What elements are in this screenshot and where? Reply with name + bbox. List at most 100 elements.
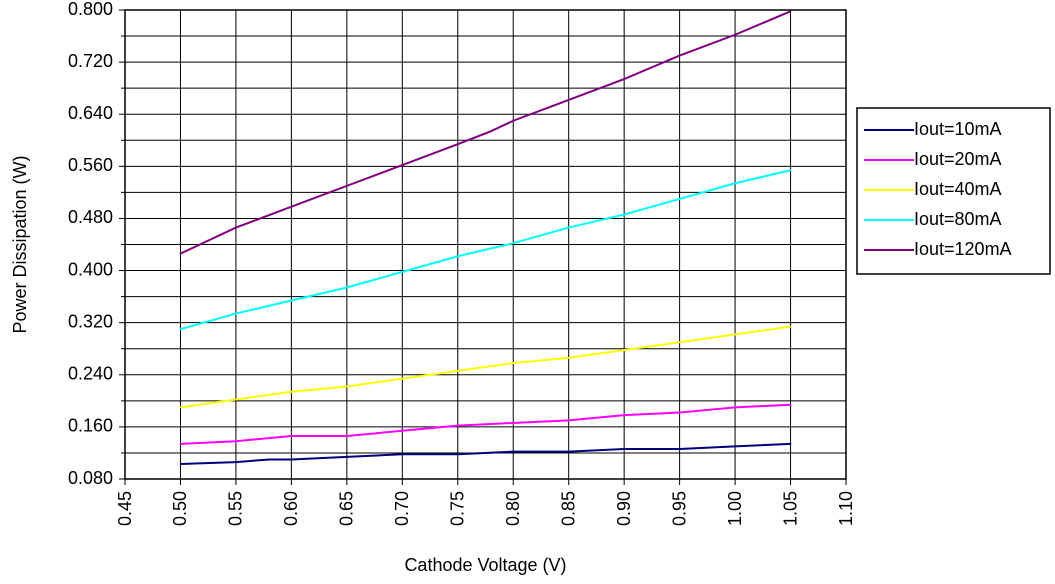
- data-point: [401, 164, 404, 166]
- data-point: [346, 435, 348, 437]
- series-line: [180, 169, 791, 331]
- data-point: [456, 255, 459, 258]
- x-tick-label: 1.00: [725, 491, 745, 526]
- legend-label: Iout=120mA: [914, 239, 1012, 259]
- y-tick-label: 0.080: [68, 468, 113, 488]
- x-tick-label: 0.70: [392, 491, 412, 526]
- data-point: [734, 445, 736, 448]
- data-point: [456, 370, 459, 372]
- x-tick-label: 0.50: [170, 491, 190, 526]
- x-tick-label: 0.45: [115, 491, 135, 526]
- data-point: [235, 440, 237, 443]
- data-point: [346, 185, 348, 187]
- data-point: [734, 406, 736, 409]
- series-line: [180, 10, 791, 255]
- legend-label: Iout=10mA: [914, 119, 1002, 139]
- data-point: [623, 213, 625, 216]
- x-tick-label: 0.95: [669, 491, 689, 526]
- data-point: [567, 419, 570, 422]
- data-point: [456, 424, 459, 427]
- data-point: [179, 406, 182, 409]
- legend-item: Iout=10mA: [864, 119, 1002, 139]
- data-point: [179, 328, 182, 330]
- data-point: [179, 252, 182, 255]
- x-tick-label: 0.80: [503, 491, 523, 526]
- series-Iout=40mA: [179, 325, 792, 409]
- data-point: [678, 198, 681, 200]
- x-tick-label: 0.65: [337, 491, 357, 526]
- series-Iout=80mA: [179, 169, 792, 331]
- series-line: [180, 442, 791, 466]
- data-point: [490, 247, 492, 250]
- data-point: [346, 385, 348, 388]
- data-point: [179, 463, 182, 465]
- data-point: [290, 458, 293, 461]
- y-tick-label: 0.640: [68, 103, 113, 123]
- data-point: [789, 443, 792, 445]
- series-lines: [179, 10, 792, 466]
- data-point: [268, 458, 271, 461]
- x-tick-label: 0.90: [614, 491, 634, 526]
- x-axis-ticks: 0.45 0.50 0.55 0.60 0.65 0.70 0.75 0.80 0.85 0.90…: [115, 479, 856, 526]
- data-point: [567, 357, 570, 359]
- legend-label: Iout=80mA: [914, 209, 1002, 229]
- data-point: [290, 435, 293, 437]
- series-Iout=10mA: [179, 442, 792, 466]
- data-point: [623, 78, 625, 80]
- y-tick-label: 0.400: [68, 259, 113, 279]
- data-point: [346, 456, 348, 458]
- y-tick-label: 0.240: [68, 364, 113, 384]
- data-point: [268, 304, 271, 307]
- x-tick-label: 0.55: [226, 491, 246, 526]
- series-Iout=120mA: [179, 10, 792, 255]
- series-Iout=20mA: [179, 403, 792, 445]
- data-point: [789, 325, 792, 328]
- data-point: [512, 422, 515, 424]
- data-point: [678, 341, 681, 344]
- data-point: [290, 390, 293, 393]
- data-point: [734, 333, 736, 336]
- data-point: [401, 429, 404, 432]
- data-point: [567, 450, 570, 453]
- data-point: [623, 414, 625, 416]
- series-line: [180, 325, 791, 409]
- data-point: [678, 411, 681, 414]
- data-point: [401, 453, 404, 456]
- grid: [124, 9, 847, 480]
- y-tick-label: 0.160: [68, 416, 113, 436]
- data-point: [789, 169, 792, 172]
- legend-item: Iout=80mA: [864, 209, 1002, 229]
- data-point: [346, 286, 348, 289]
- data-point: [235, 398, 237, 401]
- data-point: [567, 99, 570, 101]
- data-point: [512, 450, 515, 453]
- y-tick-label: 0.560: [68, 155, 113, 175]
- data-point: [678, 448, 681, 450]
- data-point: [290, 299, 293, 302]
- y-axis-title: Power Dissipation (W): [10, 155, 30, 333]
- x-tick-label: 1.05: [780, 491, 800, 526]
- legend: Iout=10mA Iout=20mA Iout=40mA Iout=80mA Iout…: [856, 107, 1051, 275]
- data-point: [235, 226, 237, 229]
- data-point: [456, 143, 459, 145]
- x-axis-title: Cathode Voltage (V): [404, 555, 566, 575]
- x-tick-label: 1.10: [836, 491, 856, 526]
- data-point: [401, 271, 404, 273]
- data-point: [456, 453, 459, 456]
- data-point: [490, 130, 492, 132]
- data-point: [235, 461, 237, 463]
- legend-item: Iout=120mA: [864, 239, 1012, 259]
- series-line: [180, 403, 791, 445]
- data-point: [179, 443, 182, 445]
- x-tick-label: 0.75: [448, 491, 468, 526]
- y-tick-label: 0.720: [68, 51, 113, 71]
- legend-item: Iout=40mA: [864, 179, 1002, 199]
- data-point: [623, 349, 625, 351]
- y-tick-label: 0.800: [68, 0, 113, 19]
- data-point: [512, 242, 515, 244]
- legend-item: Iout=20mA: [864, 149, 1002, 169]
- y-tick-label: 0.320: [68, 311, 113, 331]
- data-point: [512, 119, 515, 122]
- y-axis-ticks: 0.080 0.160 0.240 0.320 0.400 0.480 0.560 0.640…: [68, 0, 125, 488]
